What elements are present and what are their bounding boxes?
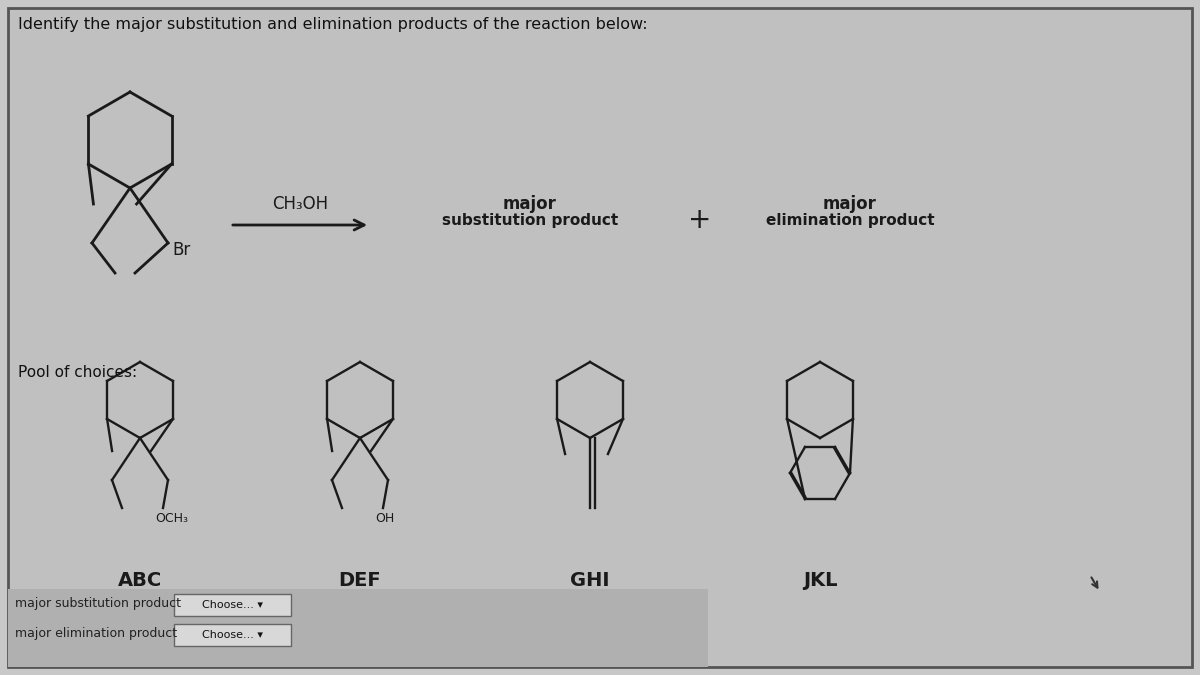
Text: Pool of choices:: Pool of choices: [18,365,137,380]
Text: major: major [823,195,877,213]
Text: elimination product: elimination product [766,213,935,228]
Text: Choose... ▾: Choose... ▾ [202,630,263,640]
Text: DEF: DEF [338,570,382,589]
Text: major substitution product: major substitution product [14,597,181,610]
Text: major: major [503,195,557,213]
Text: OH: OH [374,512,395,525]
Text: GHI: GHI [570,570,610,589]
Text: ABC: ABC [118,570,162,589]
Text: Identify the major substitution and elimination products of the reaction below:: Identify the major substitution and elim… [18,17,648,32]
Text: substitution product: substitution product [442,213,618,228]
Text: Br: Br [172,241,191,259]
Text: CH₃OH: CH₃OH [272,195,328,213]
FancyBboxPatch shape [174,594,292,616]
Text: OCH₃: OCH₃ [155,512,188,525]
Text: Choose... ▾: Choose... ▾ [202,600,263,610]
Text: major elimination product: major elimination product [14,626,178,639]
Text: +: + [689,206,712,234]
FancyBboxPatch shape [8,8,1192,667]
FancyBboxPatch shape [174,624,292,646]
FancyBboxPatch shape [8,589,708,667]
Text: JKL: JKL [803,570,838,589]
